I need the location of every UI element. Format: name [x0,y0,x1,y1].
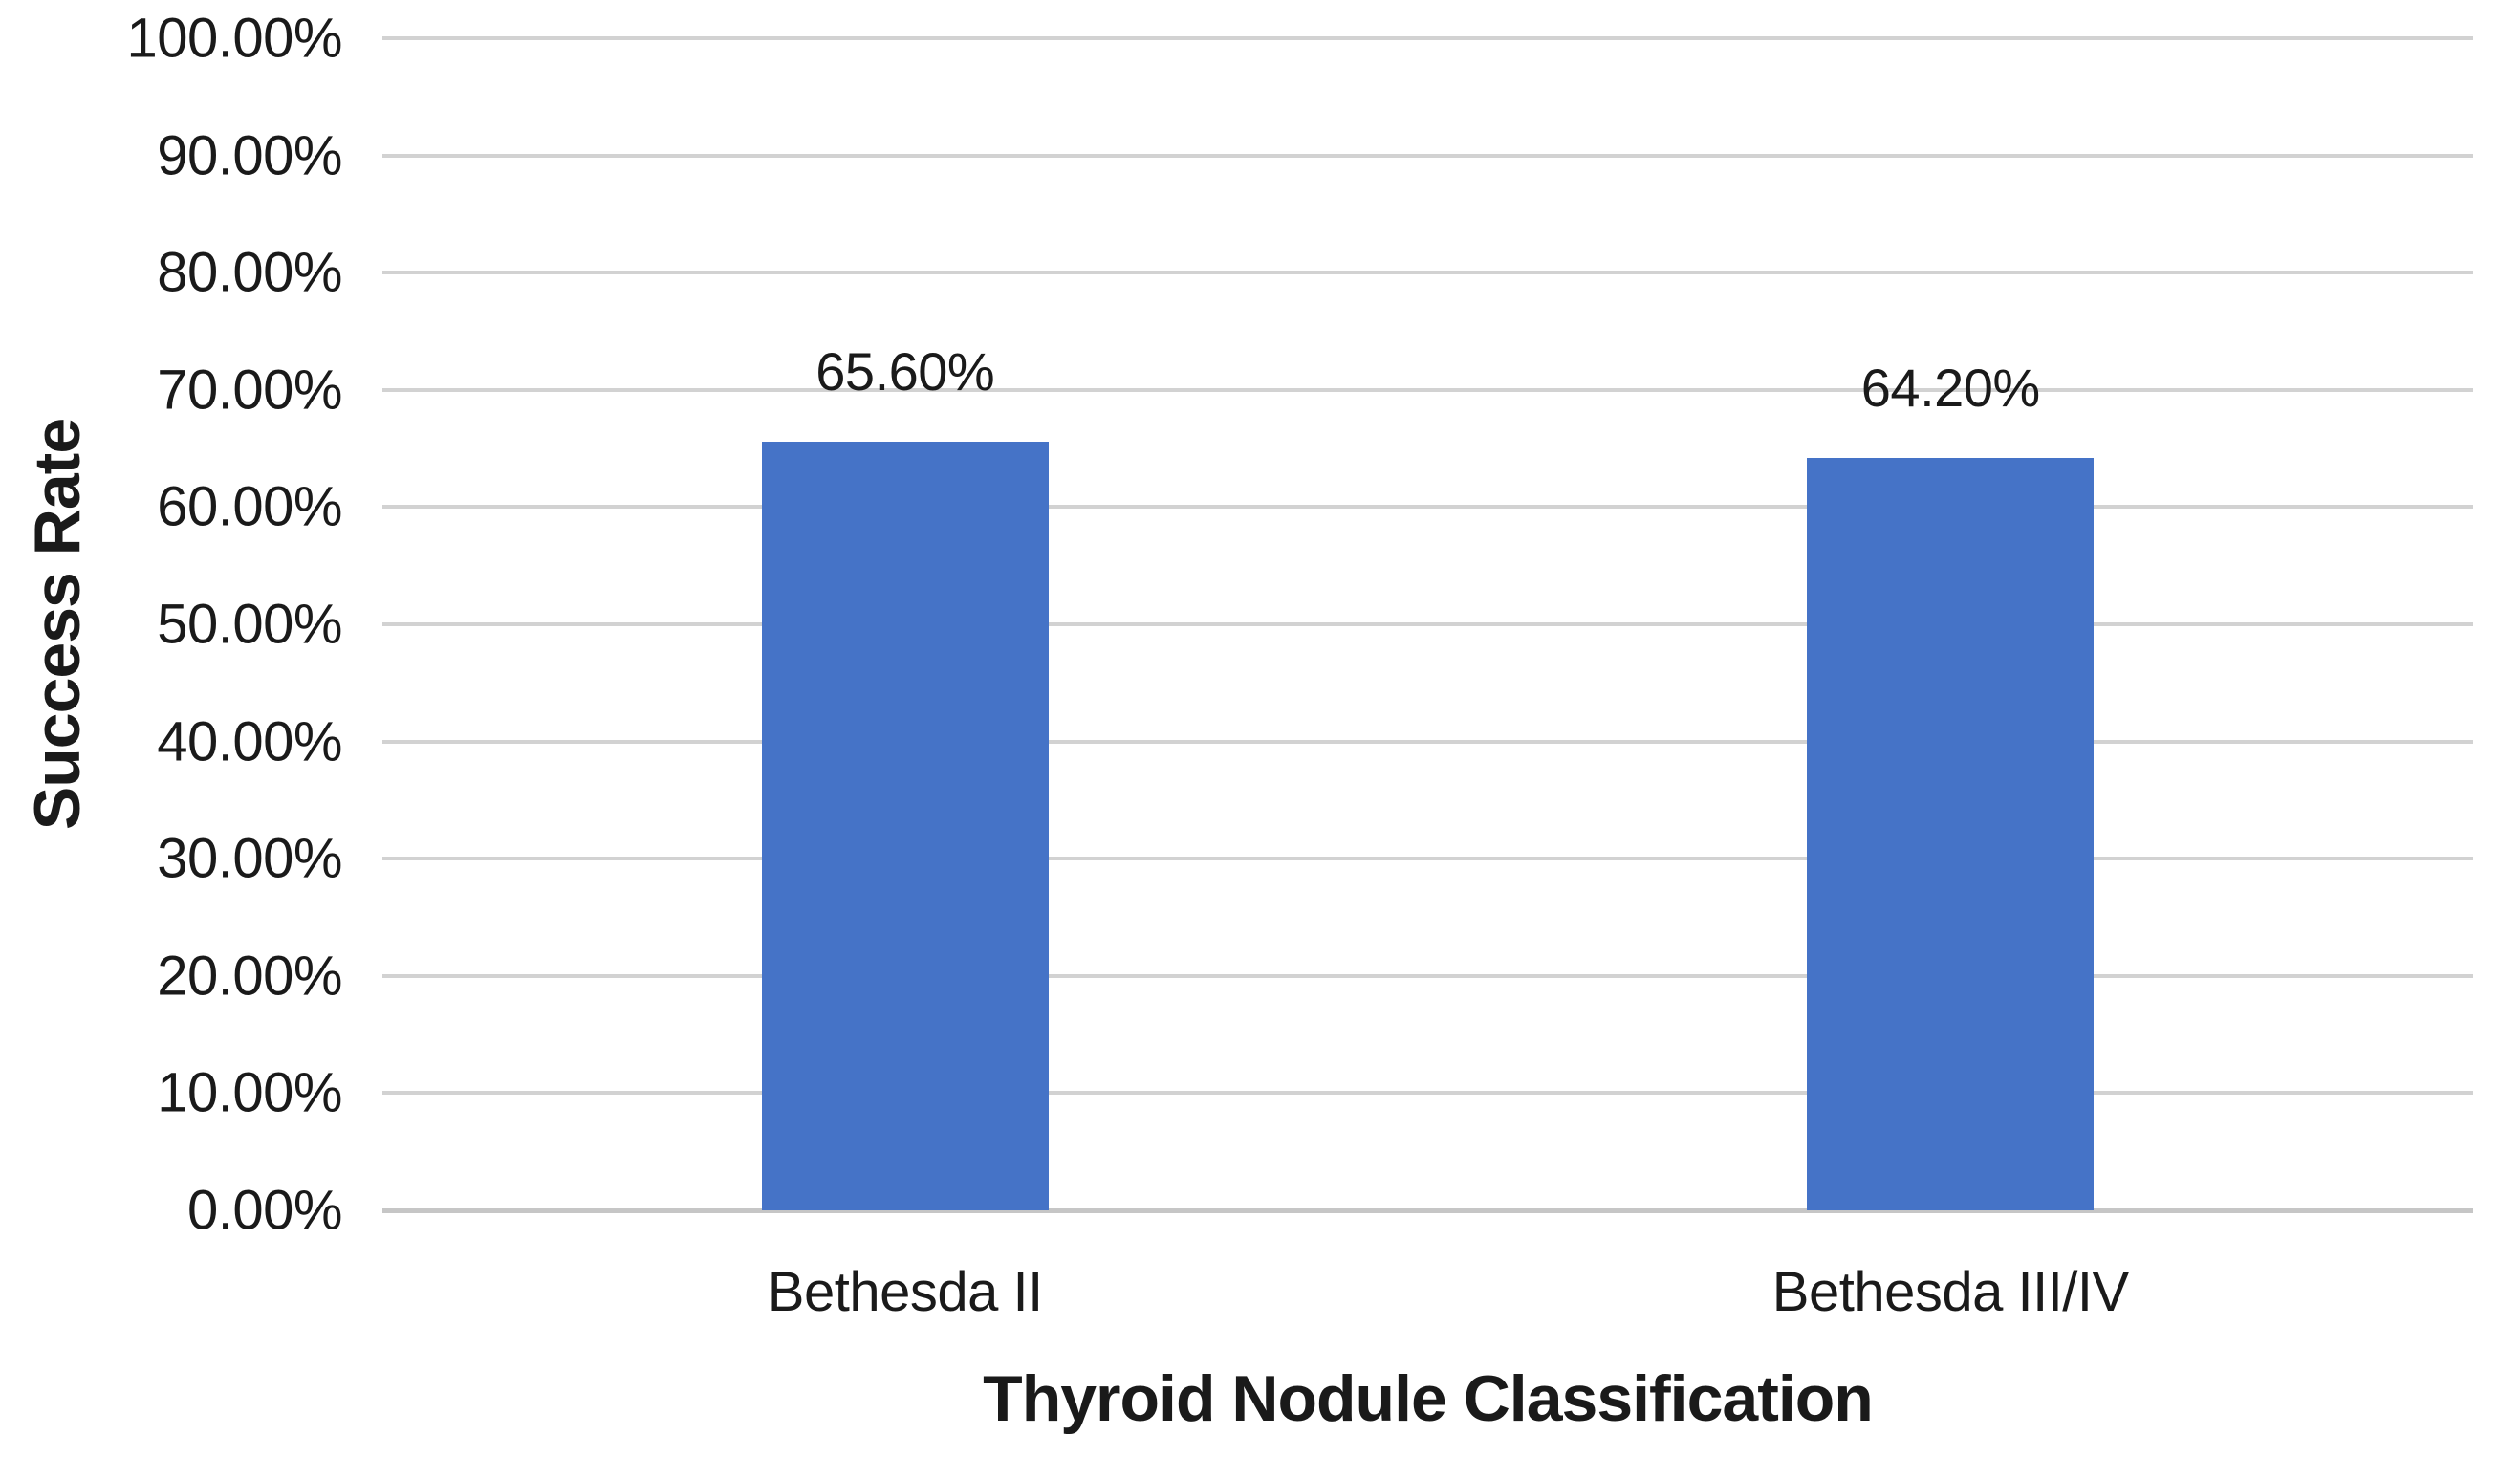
category-label: Bethesda III/IV [1771,1261,2129,1323]
category-label: Bethesda II [767,1261,1043,1323]
y-axis-tick-label: 60.00% [157,475,342,538]
gridline [382,739,2473,744]
gridline [382,973,2473,978]
x-axis-title: Thyroid Nodule Classification [983,1362,1874,1435]
gridline [382,271,2473,275]
bar-1 [761,441,1049,1210]
y-axis-tick-label: 20.00% [157,945,342,1008]
y-axis-tick-label: 70.00% [157,359,342,422]
bar-data-label: 65.60% [815,340,995,402]
gridline [382,505,2473,510]
gridline [382,1091,2473,1096]
gridline [382,153,2473,158]
y-axis-tick-label: 30.00% [157,827,342,890]
y-axis-tick-label: 0.00% [187,1179,342,1242]
y-axis-tick-label: 50.00% [157,593,342,656]
y-axis-tick-label: 80.00% [157,241,342,304]
y-axis-tick-label: 90.00% [157,124,342,187]
x-axis-baseline [382,1208,2473,1213]
y-axis-tick-labels: 0.00% 10.00% 20.00% 30.00% 40.00% 50.00% 60.00… [0,0,343,1457]
gridline [382,857,2473,861]
bar-data-label: 64.20% [1860,357,2040,418]
gridline [382,387,2473,392]
bar-2 [1807,457,2095,1210]
y-axis-tick-label: 10.00% [157,1061,342,1124]
plot-area: 65.60% 64.20% [382,36,2473,1213]
gridline [382,36,2473,40]
y-axis-tick-label: 40.00% [157,710,342,773]
gridline [382,622,2473,626]
y-axis-tick-label: 100.00% [126,7,343,70]
